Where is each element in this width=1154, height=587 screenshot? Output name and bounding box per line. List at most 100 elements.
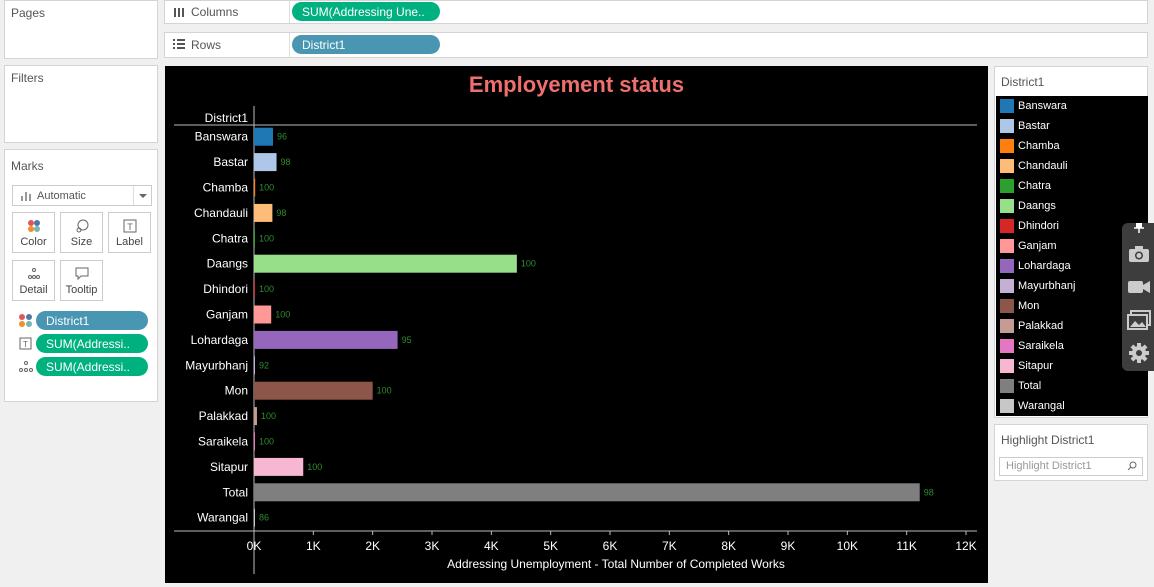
pages-title: Pages — [11, 6, 46, 20]
color-button[interactable]: Color — [12, 212, 55, 253]
highlight-panel: Highlight District1 Highlight District1 — [994, 424, 1148, 481]
svg-text:T: T — [127, 222, 133, 232]
gear-icon[interactable] — [1126, 341, 1152, 365]
tick-label: 1K — [306, 539, 321, 553]
category-label: Chamba — [203, 181, 249, 195]
tooltip-icon — [61, 267, 102, 281]
detail-button[interactable]: Detail — [12, 260, 55, 301]
tick-label: 10K — [837, 539, 858, 553]
tick-label: 3K — [425, 539, 440, 553]
legend-swatch — [1000, 159, 1014, 173]
marks-field-detail[interactable]: SUM(Addressi.. — [36, 357, 148, 376]
legend-label: Chandauli — [1018, 160, 1068, 172]
legend-swatch — [1000, 259, 1014, 273]
tick-label: 7K — [662, 539, 677, 553]
data-label: 98 — [276, 208, 286, 218]
filters-title: Filters — [11, 71, 44, 85]
bar-chart-icon — [21, 191, 31, 201]
legend-swatch — [1000, 279, 1014, 293]
data-label: 100 — [259, 437, 274, 447]
tick-label: 0K — [247, 539, 262, 553]
category-label: Dhindori — [203, 282, 248, 296]
legend-swatch — [1000, 319, 1014, 333]
chart-view[interactable]: Employement status District1 Banswara 96 Ba… — [165, 66, 988, 583]
shelf-divider — [289, 33, 290, 57]
legend-swatch — [1000, 359, 1014, 373]
columns-pill[interactable]: SUM(Addressing Une.. — [292, 2, 440, 21]
category-label: Warangal — [197, 511, 248, 525]
marks-panel: Marks Automatic Color Size T Label Detai… — [4, 149, 158, 402]
tick-label: 11K — [896, 539, 916, 553]
bar — [254, 407, 257, 426]
legend-label: Banswara — [1018, 100, 1067, 112]
bar — [254, 254, 517, 273]
size-label: Size — [70, 236, 93, 248]
highlight-search-input[interactable]: Highlight District1 — [999, 457, 1143, 476]
legend-label: Chatra — [1018, 180, 1052, 192]
highlight-title: Highlight District1 — [1001, 433, 1095, 447]
columns-icon — [173, 6, 185, 18]
filters-panel[interactable]: Filters — [4, 65, 158, 143]
mark-type-value: Automatic — [37, 190, 86, 202]
legend-label: Ganjam — [1018, 240, 1057, 252]
legend-swatch — [1000, 119, 1014, 133]
chevron-down-icon[interactable] — [133, 186, 151, 205]
marks-field-district[interactable]: District1 — [36, 311, 148, 330]
bar-chart: District1 Banswara 96 Bastar 98 Chamba 100 Chan… — [174, 106, 977, 574]
category-label: Banswara — [195, 130, 249, 144]
bar — [254, 432, 255, 451]
row-header: District1 — [205, 111, 249, 125]
pages-panel[interactable]: Pages — [4, 0, 158, 59]
shelf-divider — [289, 1, 290, 23]
bar — [254, 483, 920, 502]
detail-label: Detail — [19, 284, 48, 296]
data-label: 100 — [307, 462, 322, 472]
data-label: 100 — [259, 233, 274, 243]
pin-icon[interactable] — [1126, 221, 1152, 235]
image-icon[interactable] — [1126, 308, 1152, 332]
data-label: 100 — [259, 183, 274, 193]
columns-shelf[interactable]: Columns SUM(Addressing Une.. — [164, 0, 1148, 24]
category-label: Lohardaga — [191, 333, 249, 347]
detail-icon — [18, 359, 34, 375]
marks-title: Marks — [11, 159, 44, 173]
data-label: 96 — [277, 132, 287, 142]
rows-shelf[interactable]: Rows District1 — [164, 32, 1148, 58]
bar — [254, 203, 273, 222]
video-icon[interactable] — [1126, 275, 1152, 299]
bar — [254, 178, 256, 197]
legend-label: Mayurbhanj — [1018, 280, 1076, 292]
legend-swatch — [1000, 99, 1014, 113]
mark-type-dropdown[interactable]: Automatic — [12, 185, 152, 206]
data-label: 98 — [924, 487, 934, 497]
tooltip-button[interactable]: Tooltip — [60, 260, 103, 301]
legend-label: Chamba — [1018, 140, 1060, 152]
camera-icon[interactable] — [1126, 242, 1152, 266]
legend-label: Total — [1018, 380, 1042, 392]
legend-swatch — [1000, 219, 1014, 233]
columns-label: Columns — [191, 5, 239, 19]
rows-pill[interactable]: District1 — [292, 35, 440, 54]
bar — [254, 305, 272, 324]
data-label: 92 — [259, 360, 269, 370]
size-button[interactable]: Size — [60, 212, 103, 253]
bar — [254, 508, 255, 527]
data-label: 100 — [521, 259, 536, 269]
marks-field-label[interactable]: SUM(Addressi.. — [36, 334, 148, 353]
category-label: Palakkad — [199, 409, 248, 423]
legend-label: Warangal — [1018, 400, 1065, 412]
rows-label: Rows — [191, 38, 222, 52]
legend-swatch — [1000, 239, 1014, 253]
legend-label: Bastar — [1018, 120, 1050, 132]
bar — [254, 280, 255, 299]
color-label: Color — [20, 236, 47, 248]
bar — [254, 457, 304, 476]
tick-label: 4K — [484, 539, 499, 553]
legend-swatch — [1000, 399, 1014, 413]
legend-label: Mon — [1018, 300, 1040, 312]
detail-icon — [13, 267, 54, 281]
floating-toolbar — [1122, 223, 1154, 371]
tick-label: 12K — [955, 539, 976, 553]
category-label: Mayurbhanj — [185, 358, 248, 372]
label-button[interactable]: T Label — [108, 212, 151, 253]
